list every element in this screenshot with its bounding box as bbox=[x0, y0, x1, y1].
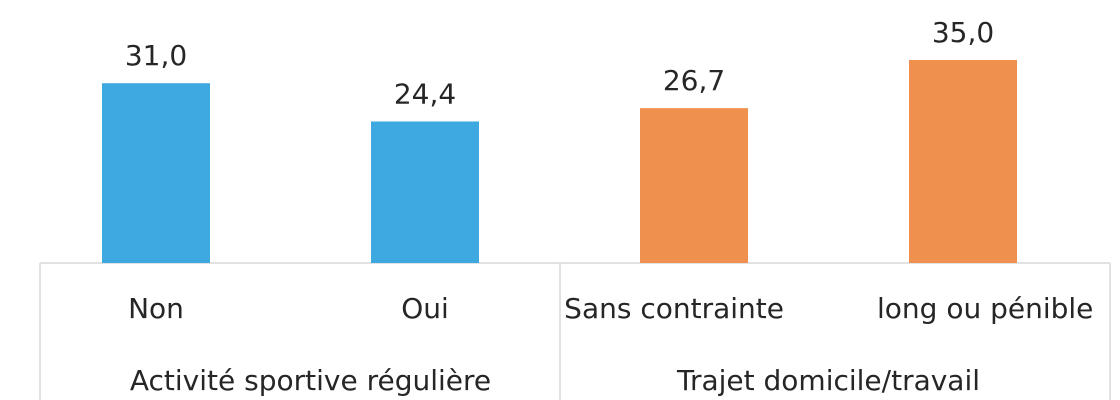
x-tick-label: Sans contrainte bbox=[564, 292, 784, 325]
bar bbox=[909, 60, 1017, 263]
value-label: 31,0 bbox=[125, 39, 187, 72]
value-label: 24,4 bbox=[394, 77, 456, 110]
group-label: Trajet domicile/travail bbox=[676, 364, 980, 397]
x-tick-label: Oui bbox=[401, 292, 449, 325]
value-label: 26,7 bbox=[663, 64, 725, 97]
value-label: 35,0 bbox=[932, 16, 994, 49]
x-tick-label: Non bbox=[128, 292, 184, 325]
group-label: Activité sportive régulière bbox=[130, 364, 491, 397]
bar bbox=[102, 83, 210, 263]
x-tick-label: long ou pénible bbox=[877, 292, 1093, 325]
bar bbox=[371, 121, 479, 263]
bar bbox=[640, 108, 748, 263]
